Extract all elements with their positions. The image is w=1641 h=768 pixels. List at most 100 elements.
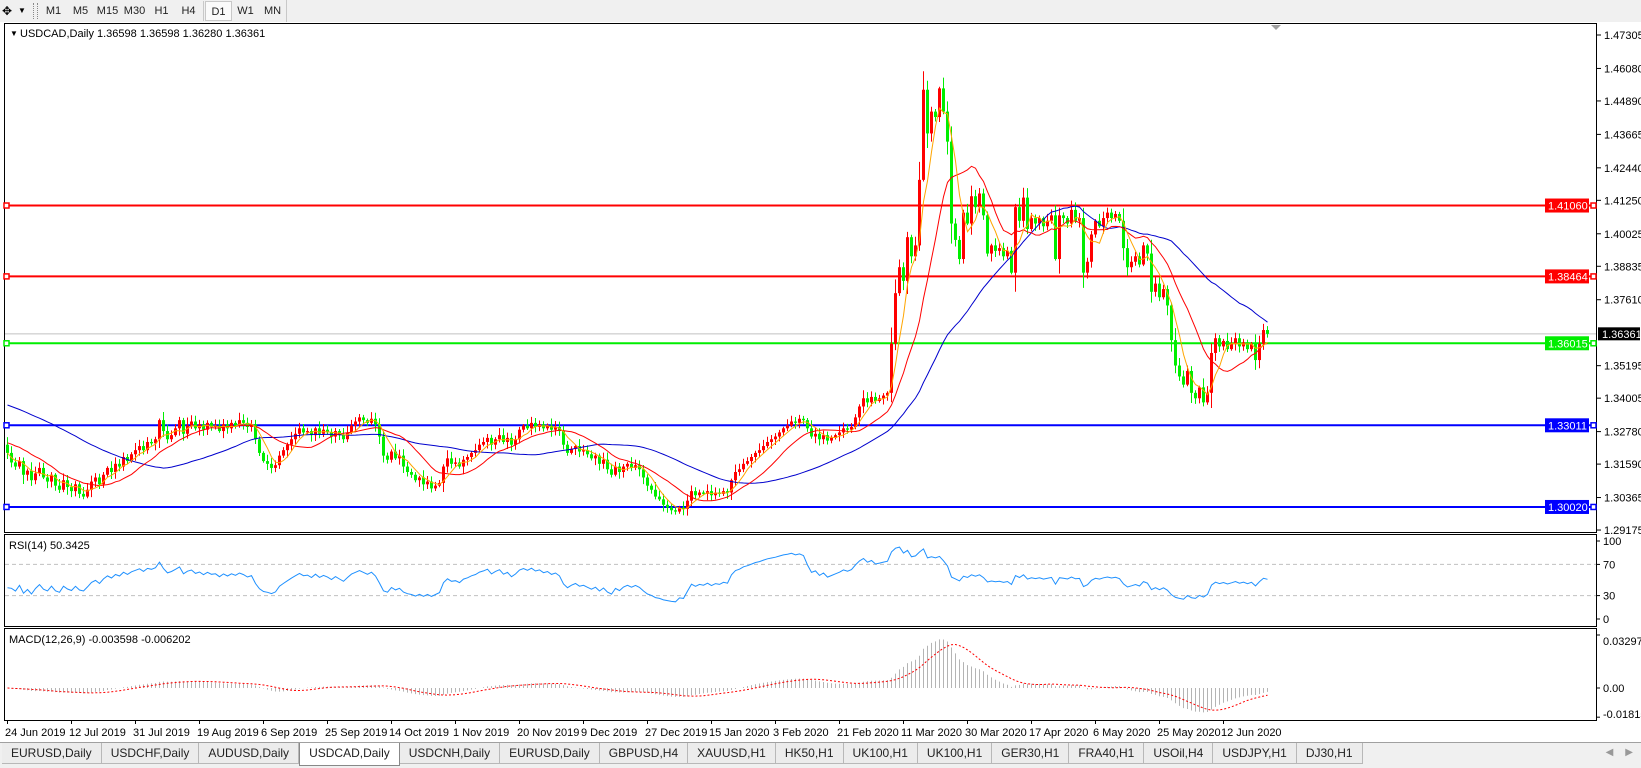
candle-bull [714,492,717,496]
candle-bull [634,465,637,468]
ma-fast-line [7,106,1268,510]
candle-bull [746,461,749,464]
tab-audusd-daily[interactable]: AUDUSD,Daily [199,743,300,764]
candle-bull [74,484,77,492]
tab-fra40-h1[interactable]: FRA40,H1 [1069,743,1145,764]
candle-bear [1218,338,1221,347]
candle-bull [978,193,981,208]
line-anchor-right-handle[interactable] [1590,422,1597,429]
candle-bear [642,469,645,478]
candle-bull [514,439,517,445]
candle-bull [482,441,485,445]
candle-bull [814,433,817,437]
candle-bull [1102,218,1105,227]
candle-bull [1210,352,1213,393]
candle-bear [674,510,677,512]
candle-bear [694,491,697,496]
candle-bear [1110,212,1113,219]
candle-bear [1178,365,1181,377]
candle-bear [78,484,81,494]
tab-xauusd-h1[interactable]: XAUUSD,H1 [688,743,776,764]
timeframe-buttons: M1 M5 M15 M30 H1 H4 D1 W1 MN [40,0,287,22]
line-anchor-right-handle[interactable] [1590,273,1597,280]
line-anchor-left-handle[interactable] [3,202,10,209]
candle-bear [386,455,389,460]
tab-hk50-h1[interactable]: HK50,H1 [775,743,844,764]
crosshair-tool-button[interactable]: ✥ ▼ [0,3,28,19]
line-anchor-right-handle[interactable] [1590,503,1597,511]
candle-bull [290,439,293,445]
tab-uk100-h1[interactable]: UK100,H1 [843,743,918,764]
timeframe-mn[interactable]: MN [263,5,282,17]
tab-uk100-h1[interactable]: UK100,H1 [917,743,993,764]
macd-signal-line [7,643,1268,711]
tab-eurusd-daily[interactable]: EURUSD,Daily [2,743,102,764]
candle-bear [630,463,633,468]
timeframe-h1[interactable]: H1 [154,5,169,17]
candle-bull [170,435,173,440]
candle-bull [146,441,149,451]
candle-bull [1114,213,1117,219]
candle-bear [662,499,665,505]
tab-usdcad-daily[interactable]: USDCAD,Daily [299,743,400,766]
tab-usdchf-daily[interactable]: USDCHF,Daily [101,743,200,764]
candle-bear [1266,330,1269,334]
candle-bull [398,455,401,459]
candle-bull [174,428,177,436]
chart-menu-triangle-icon[interactable]: ▼ [10,29,18,38]
tab-dj30-h1[interactable]: DJ30,H1 [1296,743,1363,764]
timeframe-h4[interactable]: H4 [181,5,196,17]
candle-bull [90,481,93,490]
candle-bull [1106,212,1109,219]
candle-bull [1186,370,1189,385]
candle-bear [246,422,249,427]
line-anchor-left-handle[interactable] [3,422,10,429]
candle-bear [166,431,169,440]
candle-bear [954,223,957,240]
timeframe-m1[interactable]: M1 [45,5,62,17]
toolbar-grip[interactable] [33,3,38,19]
candle-bear [1054,215,1057,260]
candle-bull [790,421,793,426]
chart-header: USDCAD,Daily 1.36598 1.36598 1.36280 1.3… [20,28,265,40]
candle-bull [102,474,105,485]
date-tick-label: 11 Mar 2020 [901,727,962,739]
timeframe-m15[interactable]: M15 [96,5,119,17]
line-anchor-right-handle[interactable] [1590,340,1597,347]
candle-bull [998,248,1001,251]
candle-bull [782,428,785,433]
chevron-down-icon[interactable]: ▼ [18,6,26,15]
line-anchor-right-handle[interactable] [1590,202,1597,209]
scroll-right-icon[interactable]: ▶ [1625,747,1633,758]
date-tick-label: 24 Jun 2019 [5,727,66,739]
timeframe-m5[interactable]: M5 [72,5,89,17]
candle-bear [534,422,537,427]
chart-area[interactable]: 1.47305 1.46080 1.44890 1.43665 1.42440 1.412… [0,22,1641,742]
tab-ger30-h1[interactable]: GER30,H1 [992,743,1070,764]
price-tick-label: 1.34005 [1604,393,1641,405]
chart-shift-marker-icon[interactable] [1271,25,1281,30]
timeframe-m30[interactable]: M30 [123,5,146,17]
line-anchor-left-handle[interactable] [3,273,10,280]
line-anchor-left-handle[interactable] [3,503,10,511]
line-anchor-left-handle[interactable] [3,340,10,347]
tab-usdjpy-h1[interactable]: USDJPY,H1 [1213,743,1297,764]
candle-bull [478,444,481,451]
candle-bear [374,418,377,425]
candle-bear [1158,283,1161,298]
candle-bull [626,463,629,467]
candle-bear [958,239,961,260]
price-tick-label: 1.32780 [1604,427,1641,439]
tab-gbpusd-h4[interactable]: GBPUSD,H4 [599,743,689,764]
candle-bear [242,420,245,423]
candle-bull [1070,209,1073,224]
rsi-panel-frame [4,534,1597,627]
candle-bull [838,432,841,436]
timeframe-w1[interactable]: W1 [237,5,254,17]
tab-usdcnh-daily[interactable]: USDCNH,Daily [399,743,501,764]
scroll-left-icon[interactable]: ◀ [1605,747,1614,758]
timeframe-d1[interactable]: D1 [205,1,232,21]
tab-eurusd-daily[interactable]: EURUSD,Daily [500,743,600,764]
tab-usoil-h4[interactable]: USOil,H4 [1144,743,1214,764]
candle-bull [358,417,361,422]
